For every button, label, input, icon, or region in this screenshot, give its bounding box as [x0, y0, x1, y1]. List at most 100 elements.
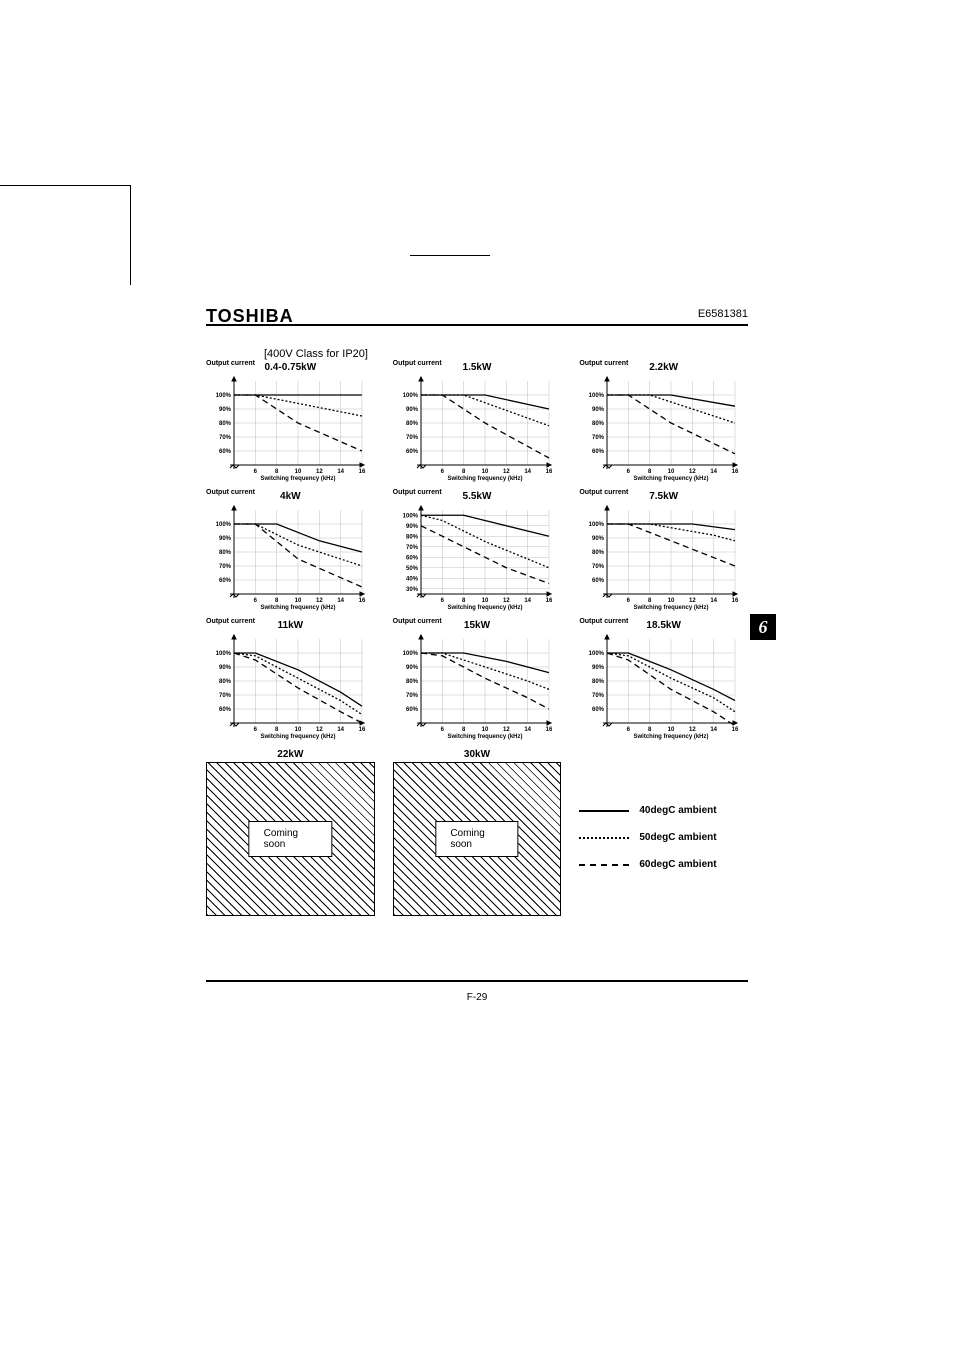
svg-text:90%: 90%	[219, 407, 232, 413]
svg-text:Switching frequency (kHz): Switching frequency (kHz)	[634, 476, 709, 482]
svg-text:6: 6	[627, 727, 631, 733]
svg-text:16: 16	[359, 727, 366, 733]
svg-text:Switching frequency (kHz): Switching frequency (kHz)	[447, 734, 522, 740]
y-axis-label: Output current	[393, 618, 442, 625]
svg-text:12: 12	[316, 469, 323, 475]
svg-text:16: 16	[545, 598, 552, 604]
legend-row: 50degC ambient	[579, 832, 748, 843]
chart-svg: 6810121416100%90%80%70%60%Switching freq…	[579, 375, 739, 483]
svg-text:90%: 90%	[219, 665, 232, 671]
svg-text:100%: 100%	[402, 651, 418, 657]
svg-text:12: 12	[316, 727, 323, 733]
chart-svg: 6810121416100%90%80%70%60%Switching freq…	[579, 504, 739, 612]
svg-text:70%: 70%	[219, 693, 232, 699]
svg-text:6: 6	[254, 598, 258, 604]
svg-text:Switching frequency (kHz): Switching frequency (kHz)	[260, 605, 335, 611]
svg-text:10: 10	[295, 598, 302, 604]
svg-text:10: 10	[668, 469, 675, 475]
svg-text:Switching frequency (kHz): Switching frequency (kHz)	[634, 605, 709, 611]
svg-text:14: 14	[337, 598, 344, 604]
svg-text:10: 10	[481, 598, 488, 604]
legend-row: 60degC ambient	[579, 859, 748, 870]
svg-text:14: 14	[337, 727, 344, 733]
chart-c4: 4kWOutput current6810121416100%90%80%70%…	[206, 491, 375, 612]
svg-text:80%: 80%	[406, 534, 419, 540]
svg-text:8: 8	[462, 598, 466, 604]
svg-text:70%: 70%	[592, 564, 605, 570]
svg-text:80%: 80%	[406, 421, 419, 427]
chart-svg: 6810121416100%90%80%70%60%Switching freq…	[579, 633, 739, 741]
charts-grid: 0.4-0.75kWOutput current6810121416100%90…	[206, 362, 748, 916]
svg-text:6: 6	[440, 727, 444, 733]
svg-text:100%: 100%	[402, 393, 418, 399]
svg-text:12: 12	[503, 469, 510, 475]
svg-text:Switching frequency (kHz): Switching frequency (kHz)	[260, 734, 335, 740]
svg-text:100%: 100%	[216, 651, 232, 657]
legend-swatch	[579, 810, 629, 812]
svg-text:90%: 90%	[219, 536, 232, 542]
doc-number: E6581381	[698, 308, 748, 320]
svg-text:Switching frequency (kHz): Switching frequency (kHz)	[447, 476, 522, 482]
svg-text:14: 14	[337, 469, 344, 475]
chart-svg: 6810121416100%90%80%70%60%Switching freq…	[206, 504, 366, 612]
legend-swatch	[579, 864, 629, 866]
svg-text:Switching frequency (kHz): Switching frequency (kHz)	[260, 476, 335, 482]
legend-label: 60degC ambient	[639, 859, 716, 870]
svg-text:60%: 60%	[219, 578, 232, 584]
page-number: F-29	[0, 992, 954, 1003]
svg-text:60%: 60%	[406, 555, 419, 561]
svg-text:16: 16	[732, 469, 739, 475]
svg-text:6: 6	[440, 469, 444, 475]
chart-c15b: 15kWOutput current6810121416100%90%80%70…	[393, 620, 562, 741]
svg-text:10: 10	[668, 598, 675, 604]
svg-text:60%: 60%	[406, 707, 419, 713]
svg-text:100%: 100%	[402, 513, 418, 519]
svg-text:30%: 30%	[406, 587, 419, 593]
svg-text:80%: 80%	[592, 679, 605, 685]
y-axis-label: Output current	[393, 489, 442, 496]
svg-text:60%: 60%	[219, 449, 232, 455]
chapter-tab: 6	[750, 614, 776, 640]
svg-text:70%: 70%	[406, 545, 419, 551]
chart-c185: 18.5kWOutput current6810121416100%90%80%…	[579, 620, 748, 741]
chart-c75: 7.5kWOutput current6810121416100%90%80%7…	[579, 491, 748, 612]
svg-text:60%: 60%	[406, 449, 419, 455]
chart-svg: 6810121416100%90%80%70%60%Switching freq…	[393, 375, 553, 483]
svg-text:14: 14	[711, 469, 718, 475]
brand-logo: TOSHIBA	[206, 306, 294, 326]
chart-svg: 6810121416100%90%80%70%60%50%40%30%Switc…	[393, 504, 553, 612]
svg-text:16: 16	[545, 727, 552, 733]
legend-row: 40degC ambient	[579, 805, 748, 816]
svg-text:10: 10	[481, 469, 488, 475]
svg-text:10: 10	[295, 727, 302, 733]
content-area: [400V Class for IP20] 0.4-0.75kWOutput c…	[206, 340, 748, 1011]
svg-text:14: 14	[711, 727, 718, 733]
svg-text:16: 16	[732, 727, 739, 733]
svg-text:70%: 70%	[219, 564, 232, 570]
svg-text:10: 10	[481, 727, 488, 733]
coming-soon-label: Coming soon	[249, 821, 332, 857]
coming-soon-label: Coming soon	[435, 821, 518, 857]
svg-text:8: 8	[462, 727, 466, 733]
chapter-number: 6	[759, 617, 768, 638]
coming-soon-22kW: 22kWComing soon	[206, 749, 375, 916]
svg-text:16: 16	[545, 469, 552, 475]
svg-text:6: 6	[440, 598, 444, 604]
page: TOSHIBA E6581381 6 [400V Class for IP20]…	[0, 0, 954, 1351]
legend-label: 50degC ambient	[639, 832, 716, 843]
svg-text:60%: 60%	[592, 578, 605, 584]
svg-text:8: 8	[648, 469, 652, 475]
svg-text:60%: 60%	[592, 449, 605, 455]
svg-text:80%: 80%	[592, 550, 605, 556]
section-title: [400V Class for IP20]	[264, 348, 748, 360]
svg-text:6: 6	[627, 469, 631, 475]
svg-text:14: 14	[524, 469, 531, 475]
y-axis-label: Output current	[206, 360, 255, 367]
svg-text:6: 6	[627, 598, 631, 604]
coming-soon-30kW: 30kWComing soon	[393, 749, 562, 916]
svg-text:8: 8	[648, 598, 652, 604]
svg-text:Switching frequency (kHz): Switching frequency (kHz)	[447, 605, 522, 611]
svg-text:6: 6	[254, 727, 258, 733]
svg-text:12: 12	[503, 598, 510, 604]
svg-text:100%: 100%	[589, 522, 605, 528]
